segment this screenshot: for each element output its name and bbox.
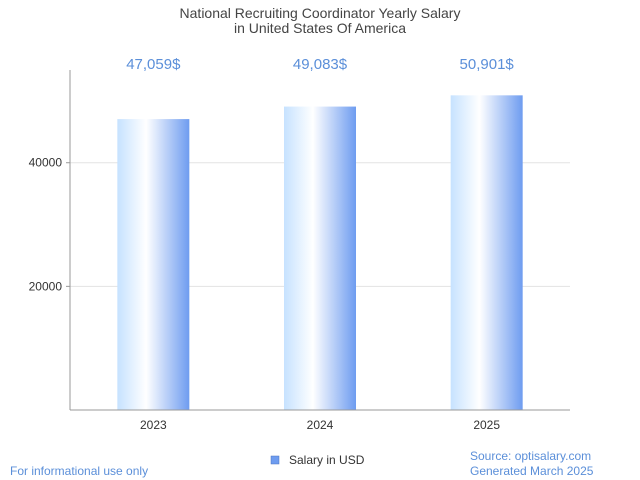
bars bbox=[117, 95, 523, 411]
y-tick-labels: 20000 40000 bbox=[29, 156, 63, 294]
legend: Salary in USD bbox=[270, 453, 365, 467]
data-label-2025: 50,901$ bbox=[460, 56, 515, 73]
data-label-2023: 47,059$ bbox=[126, 56, 181, 73]
footer-disclaimer: For informational use only bbox=[10, 464, 148, 478]
bar-2024 bbox=[284, 106, 356, 410]
y-tick-label: 40000 bbox=[29, 156, 63, 170]
y-tick-label: 20000 bbox=[29, 279, 63, 293]
chart-title-line-1: National Recruiting Coordinator Yearly S… bbox=[180, 5, 461, 21]
data-label-2024: 49,083$ bbox=[293, 56, 348, 73]
chart-title-line-2: in United States Of America bbox=[234, 20, 406, 36]
legend-swatch bbox=[270, 455, 280, 465]
footer-generated: Generated March 2025 bbox=[470, 464, 594, 478]
x-tick-label-2025: 2025 bbox=[473, 418, 500, 432]
bar-2025 bbox=[450, 95, 523, 411]
footer-source: Source: optisalary.com bbox=[470, 449, 591, 463]
x-tick-label-2023: 2023 bbox=[140, 418, 167, 432]
x-tick-labels: 2023 2024 2025 bbox=[140, 418, 500, 432]
data-labels: 47,059$ 49,083$ 50,901$ bbox=[126, 56, 514, 73]
x-tick-label-2024: 2024 bbox=[307, 418, 334, 432]
bar-2023 bbox=[117, 119, 190, 411]
legend-label: Salary in USD bbox=[289, 453, 365, 467]
